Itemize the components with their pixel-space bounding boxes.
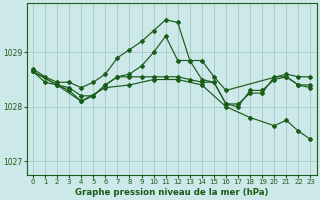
- X-axis label: Graphe pression niveau de la mer (hPa): Graphe pression niveau de la mer (hPa): [75, 188, 268, 197]
